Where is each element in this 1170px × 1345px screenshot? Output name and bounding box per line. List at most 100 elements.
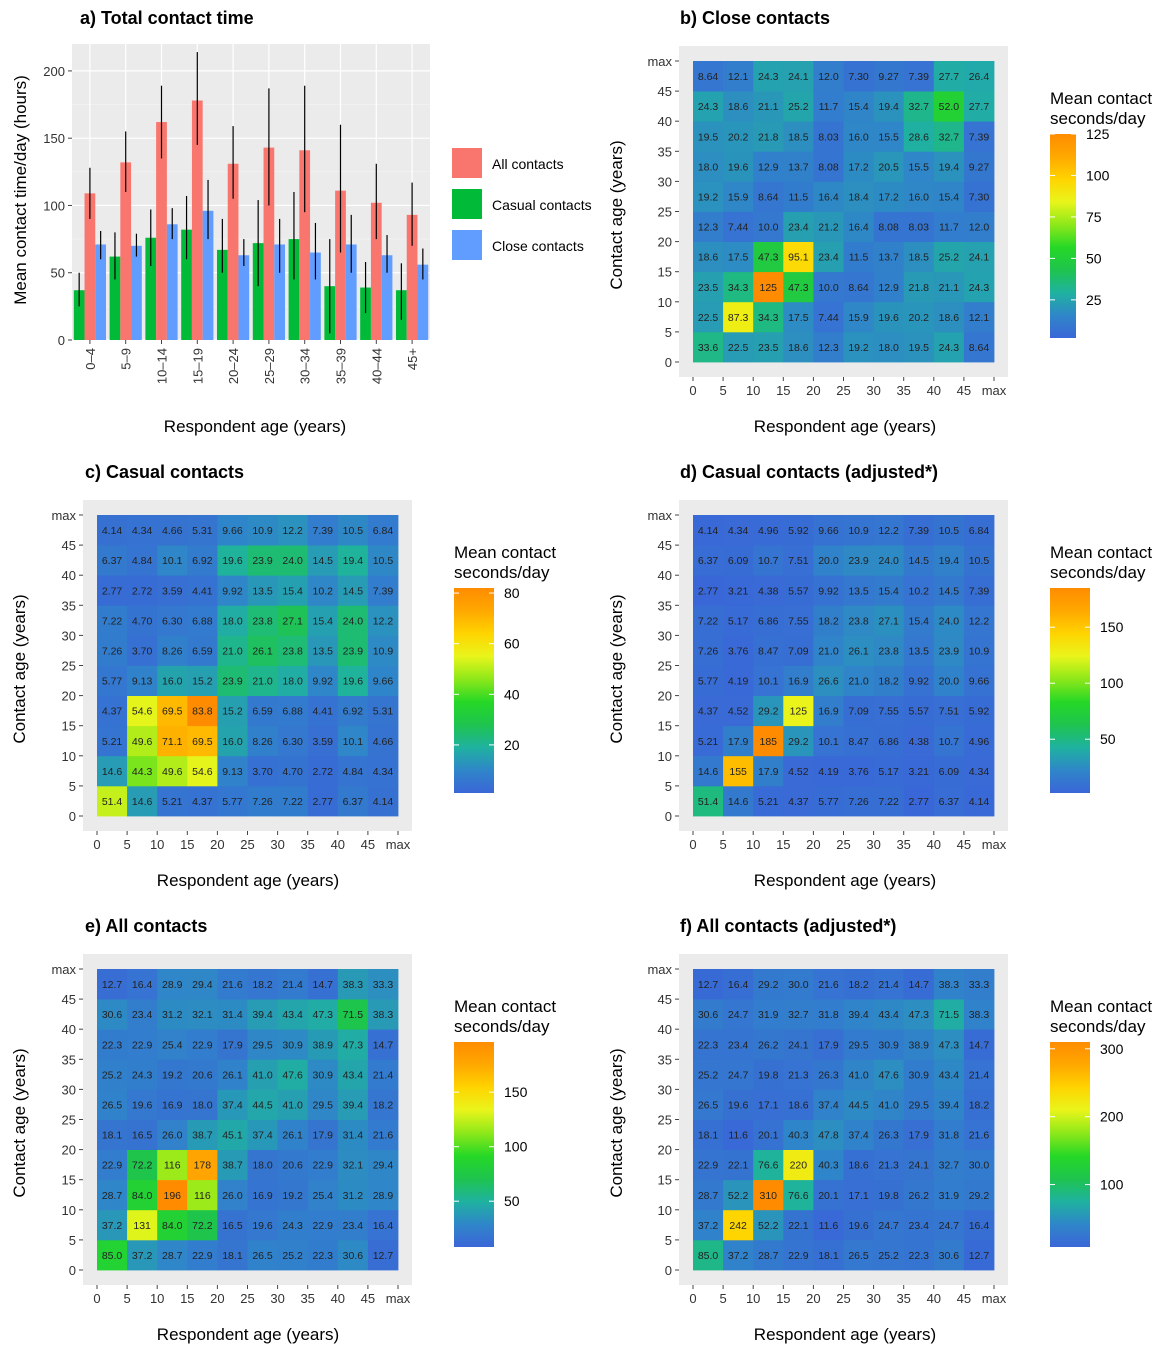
x-tick-label: 5 <box>719 1291 726 1306</box>
cell-value-label: 15.4 <box>909 615 930 627</box>
cell-value-label: 29.5 <box>909 1099 930 1111</box>
cell-value-label: 37.2 <box>102 1220 123 1232</box>
heatmap-cell <box>753 755 784 787</box>
heatmap-cell <box>367 1209 399 1241</box>
y-tick-label: 200 <box>43 64 65 79</box>
x-tick-label: 30 <box>866 383 880 398</box>
cell-value-label: 4.41 <box>192 585 213 597</box>
heatmap-cell <box>963 1059 995 1090</box>
heatmap-cell <box>873 575 905 606</box>
cell-value-label: 30.6 <box>102 1009 123 1021</box>
heatmap-cell <box>247 695 278 727</box>
cell-value-label: 10.5 <box>373 555 394 567</box>
cell-value-label: 19.8 <box>878 1190 899 1202</box>
heatmap-cell <box>97 575 128 606</box>
y-tick-label: 30 <box>62 628 76 643</box>
y-tick-label: 20 <box>658 235 672 250</box>
cell-value-label: 18.6 <box>788 1099 809 1111</box>
heatmap-cell <box>247 575 278 606</box>
heatmap-cell <box>813 635 844 666</box>
panel-d-xlabel: Respondent age (years) <box>754 871 936 890</box>
panel-b-xlabel: Respondent age (years) <box>754 417 936 436</box>
cell-value-label: 71.1 <box>162 736 183 748</box>
heatmap-cell <box>307 1029 339 1060</box>
heatmap-cell <box>127 1119 158 1150</box>
heatmap-cell <box>693 635 724 666</box>
panel-f-heatmap: 85.0 37.2 28.7 22.9 18.1 26.5 25.2 22.3 30.6 12.7… <box>647 954 1124 1306</box>
cell-value-label: 5.77 <box>102 676 123 688</box>
cell-value-label: 21.1 <box>758 101 779 113</box>
heatmap-cell <box>783 1149 814 1181</box>
cell-value-label: 20.6 <box>282 1160 303 1172</box>
cell-value-label: 19.2 <box>698 191 719 203</box>
heatmap-cell <box>367 605 399 636</box>
cell-value-label: 22.9 <box>192 1250 213 1262</box>
cell-value-label: 22.9 <box>192 1039 213 1051</box>
heatmap-cell <box>337 1029 369 1060</box>
heatmap-cell <box>783 515 814 546</box>
cell-value-label: 21.1 <box>939 282 960 294</box>
cell-value-label: 4.37 <box>788 796 809 808</box>
x-tick-label: 20 <box>210 1291 224 1306</box>
heatmap-cell <box>933 241 965 273</box>
cell-value-label: 8.64 <box>969 342 990 354</box>
heatmap-cell <box>337 785 369 817</box>
heatmap-cell <box>723 999 754 1030</box>
heatmap-cell <box>247 969 278 1000</box>
heatmap-cell <box>217 575 248 606</box>
heatmap-cell <box>873 271 905 303</box>
cell-value-label: 26.0 <box>222 1190 243 1202</box>
heatmap-cell <box>277 545 309 576</box>
cell-value-label: 47.6 <box>878 1069 899 1081</box>
heatmap-cell <box>127 695 158 727</box>
heatmap-cell <box>903 181 935 212</box>
y-tick-label: 30 <box>658 1082 672 1097</box>
heatmap-cell <box>97 1179 128 1211</box>
x-tick-label: 35 <box>896 837 910 852</box>
y-tick-label: 10 <box>658 295 672 310</box>
heatmap-cell <box>813 725 844 757</box>
heatmap-cell <box>933 1209 965 1241</box>
cell-value-label: 24.0 <box>878 555 899 567</box>
cell-value-label: 12.2 <box>282 525 303 537</box>
heatmap-cell <box>903 1089 935 1120</box>
x-tick-label: 45 <box>361 1291 375 1306</box>
heatmap-cell <box>367 1149 399 1181</box>
cell-value-label: 8.64 <box>848 282 869 294</box>
heatmap-cell <box>963 271 995 303</box>
cell-value-label: 15.9 <box>848 312 869 324</box>
heatmap-cell <box>813 1089 844 1120</box>
colorbar-tick-label: 40 <box>504 686 520 702</box>
heatmap-cell <box>97 695 128 727</box>
y-tick-label: 5 <box>665 779 672 794</box>
heatmap-cell <box>873 545 905 576</box>
heatmap-cell <box>337 545 369 576</box>
cell-value-label: 2.77 <box>313 796 334 808</box>
cell-value-label: 25.2 <box>878 1250 899 1262</box>
panel-f-xlabel: Respondent age (years) <box>754 1325 936 1344</box>
cell-value-label: 155 <box>729 766 747 778</box>
heatmap-cell <box>963 1209 995 1241</box>
heatmap-cell <box>157 725 188 757</box>
heatmap-cell <box>903 271 935 303</box>
legend-key-casual-contacts <box>452 189 482 219</box>
cell-value-label: 5.92 <box>788 525 809 537</box>
x-tick-label: 10 <box>150 837 164 852</box>
cell-value-label: 5.31 <box>192 525 213 537</box>
cell-value-label: 185 <box>759 736 777 748</box>
cell-value-label: 33.3 <box>373 979 394 991</box>
heatmap-cell <box>933 969 965 1000</box>
colorbar-tick-label: 50 <box>504 1193 520 1209</box>
cell-value-label: 5.57 <box>788 585 809 597</box>
y-tick-label: 0 <box>58 333 65 348</box>
cell-value-label: 18.0 <box>222 615 243 627</box>
cell-value-label: 5.21 <box>102 736 123 748</box>
cell-value-label: 12.0 <box>818 71 839 83</box>
cell-value-label: 7.30 <box>969 191 990 203</box>
cell-value-label: 310 <box>759 1190 777 1202</box>
panel-d-title: d) Casual contacts (adjusted*) <box>680 462 938 482</box>
heatmap-cell <box>247 1179 278 1211</box>
heatmap-cell <box>813 1029 844 1060</box>
heatmap-cell <box>127 575 158 606</box>
heatmap-cell <box>843 665 874 696</box>
